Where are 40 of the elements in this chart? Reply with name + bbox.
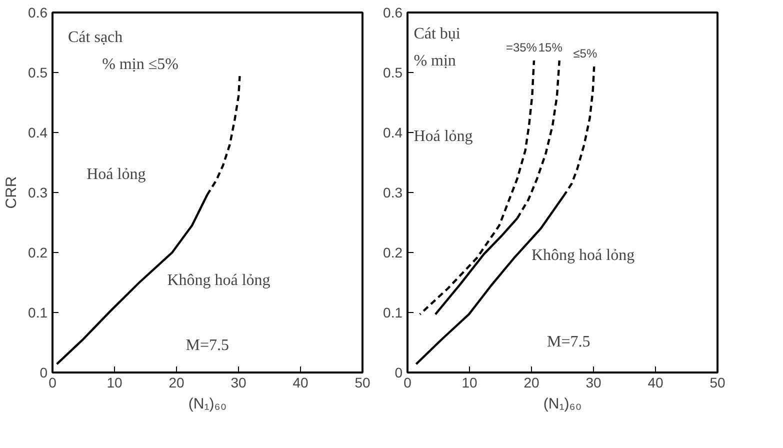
- y-tick-label: 0.4: [28, 124, 48, 140]
- annotation: M=7.5: [186, 337, 230, 354]
- annotation: Hoá lỏng: [86, 166, 146, 183]
- y-tick-label: 0.4: [383, 124, 403, 140]
- x-tick-label: 40: [292, 374, 308, 390]
- x-tick-label: 20: [168, 374, 184, 390]
- y-tick-label: 0.2: [383, 244, 403, 260]
- x-tick-label: 20: [524, 374, 540, 390]
- x-tick-label: 30: [230, 374, 246, 390]
- annotation: Cát bụi: [414, 26, 461, 43]
- y-tick-label: 0.2: [28, 244, 48, 260]
- series-label: ≤5%: [573, 46, 598, 60]
- x-tick-label: 30: [586, 374, 602, 390]
- x-tick-label: 10: [462, 374, 478, 390]
- annotation: Hoá lỏng: [414, 128, 473, 146]
- annotation: Không hoá lỏng: [167, 272, 270, 290]
- y-tick-label: 0.5: [383, 64, 403, 80]
- x-axis-title: (N₁)₆₀: [188, 396, 227, 412]
- y-tick-label: 0: [394, 364, 403, 380]
- x-axis-title: (N₁)₆₀: [543, 396, 582, 412]
- x-tick-label: 40: [648, 374, 664, 390]
- x-tick-label: 50: [354, 374, 370, 390]
- y-tick-label: 0.6: [28, 4, 48, 20]
- y-tick-label: 0: [40, 364, 48, 380]
- y-tick-label: 0.1: [28, 304, 48, 320]
- y-tick-label: 0.6: [383, 4, 403, 20]
- y-tick-label: 0.5: [28, 64, 48, 80]
- y-tick-label: 0.1: [383, 304, 403, 320]
- annotation: % mịn ≤5%: [102, 56, 178, 74]
- series-label: 15%: [538, 40, 563, 54]
- x-tick-label: 10: [106, 374, 122, 390]
- annotation: Không hoá lỏng: [532, 247, 635, 264]
- y-axis-title: CRR: [3, 176, 20, 209]
- annotation: M=7.5: [547, 333, 590, 350]
- annotation: Cát sạch: [68, 29, 123, 46]
- y-tick-label: 0.3: [28, 184, 48, 200]
- x-tick-label: 50: [710, 374, 726, 390]
- y-tick-label: 0.3: [383, 184, 403, 200]
- series-label: =35%: [506, 40, 538, 54]
- annotation: % mịn: [414, 52, 456, 70]
